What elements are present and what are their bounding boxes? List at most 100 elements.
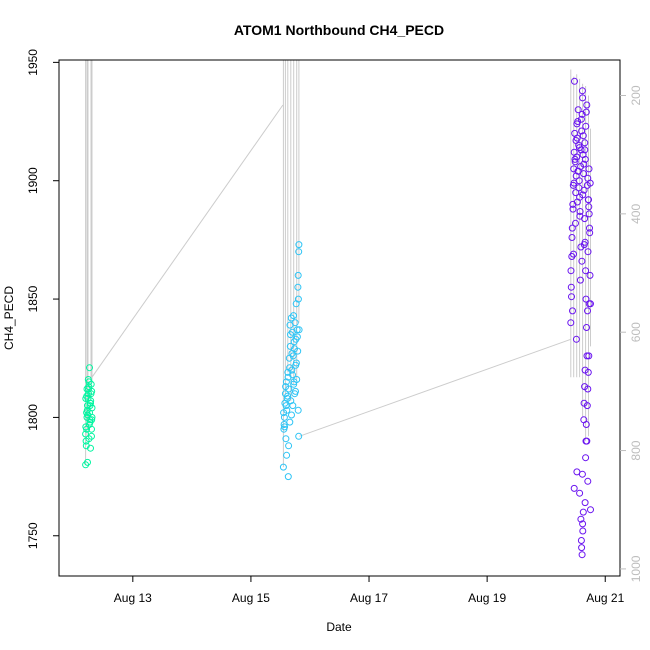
data-point bbox=[586, 179, 594, 187]
data-point bbox=[578, 551, 586, 559]
data-point bbox=[583, 101, 591, 109]
data-point bbox=[286, 364, 294, 372]
data-point bbox=[573, 120, 581, 128]
x-tick-label: Aug 13 bbox=[114, 591, 152, 605]
x-tick-label: Aug 17 bbox=[350, 591, 388, 605]
x-axis-label: Date bbox=[326, 620, 352, 634]
plot-frame bbox=[58, 59, 621, 577]
data-point bbox=[585, 203, 593, 211]
data-point bbox=[568, 224, 576, 232]
data-point bbox=[294, 271, 302, 279]
data-point bbox=[86, 416, 94, 424]
data-point bbox=[289, 402, 297, 410]
data-point bbox=[568, 293, 575, 301]
data-point bbox=[580, 160, 588, 168]
data-point bbox=[581, 155, 589, 163]
data-point bbox=[86, 402, 94, 410]
data-point bbox=[280, 421, 288, 428]
data-point bbox=[583, 324, 590, 331]
y-tick-label: 1950 bbox=[26, 49, 40, 76]
y2-tick-label: 400 bbox=[629, 204, 643, 224]
data-point bbox=[578, 544, 586, 552]
data-point bbox=[584, 307, 591, 315]
data-point bbox=[577, 115, 585, 123]
data-point bbox=[581, 139, 589, 147]
data-point bbox=[583, 437, 591, 445]
data-point bbox=[578, 127, 586, 135]
y-axis-label: CH4_PECD bbox=[2, 286, 16, 350]
data-point bbox=[572, 189, 580, 197]
data-point bbox=[282, 378, 290, 386]
data-point bbox=[582, 267, 590, 275]
x-tick-label: Aug 15 bbox=[232, 591, 270, 605]
data-point bbox=[578, 87, 586, 95]
data-point bbox=[88, 413, 96, 421]
data-point bbox=[286, 418, 294, 426]
data-point bbox=[579, 508, 587, 516]
data-point bbox=[288, 366, 296, 374]
data-point bbox=[290, 378, 298, 386]
data-point bbox=[82, 423, 90, 431]
data-point bbox=[572, 335, 580, 343]
data-point bbox=[292, 387, 299, 395]
data-point bbox=[285, 442, 293, 450]
y2-tick-label: 800 bbox=[629, 440, 643, 460]
y-axis: 1750 1800 1850 1900 1950 bbox=[26, 49, 59, 549]
data-point bbox=[85, 390, 92, 398]
data-point bbox=[286, 321, 294, 329]
data-point bbox=[283, 451, 291, 459]
x-tick-label: Aug 19 bbox=[468, 591, 506, 605]
data-point bbox=[295, 326, 303, 334]
data-point bbox=[576, 208, 584, 215]
data-point bbox=[569, 307, 576, 315]
data-point bbox=[295, 241, 303, 249]
data-point bbox=[294, 406, 302, 414]
data-point bbox=[567, 283, 575, 291]
data-point bbox=[287, 314, 295, 322]
data-point bbox=[576, 276, 584, 284]
data-point bbox=[570, 250, 577, 258]
y-tick-label: 1750 bbox=[26, 522, 40, 549]
data-point bbox=[579, 520, 587, 528]
data-point bbox=[294, 295, 302, 303]
data-point bbox=[295, 248, 303, 256]
data-point bbox=[284, 473, 292, 481]
data-point bbox=[577, 537, 585, 544]
data-point bbox=[295, 432, 303, 440]
data-point bbox=[83, 385, 91, 393]
series-points bbox=[82, 77, 594, 559]
connector-line bbox=[299, 338, 571, 437]
data-point bbox=[572, 137, 580, 144]
data-point bbox=[573, 198, 581, 206]
x-axis: Aug 13 Aug 15 Aug 17 Aug 19 Aug 21 bbox=[114, 576, 625, 605]
data-point bbox=[585, 210, 593, 218]
data-point bbox=[284, 392, 292, 400]
data-point bbox=[571, 158, 579, 166]
data-point bbox=[88, 425, 95, 433]
data-point bbox=[579, 191, 587, 199]
data-point bbox=[567, 267, 575, 275]
data-point bbox=[584, 196, 592, 204]
y2-tick-label: 200 bbox=[629, 85, 643, 105]
data-point bbox=[586, 224, 593, 232]
data-point bbox=[282, 383, 290, 391]
data-point bbox=[279, 463, 287, 471]
data-point bbox=[282, 435, 290, 443]
data-point bbox=[569, 205, 577, 213]
y2-tick-label: 600 bbox=[629, 322, 643, 342]
data-point bbox=[288, 411, 295, 419]
data-point bbox=[280, 413, 288, 421]
y-tick-label: 1850 bbox=[26, 285, 40, 312]
y2-axis: 200 400 600 800 1000 bbox=[620, 85, 643, 582]
data-point bbox=[586, 271, 594, 279]
data-point bbox=[292, 359, 300, 367]
data-point bbox=[584, 368, 592, 376]
data-point bbox=[575, 184, 583, 192]
data-point bbox=[582, 122, 590, 130]
data-point bbox=[280, 409, 288, 417]
y2-tick-label: 1000 bbox=[629, 555, 643, 582]
data-point bbox=[87, 444, 94, 452]
data-point bbox=[86, 364, 93, 372]
data-point bbox=[574, 167, 582, 175]
connector-line bbox=[91, 104, 284, 378]
